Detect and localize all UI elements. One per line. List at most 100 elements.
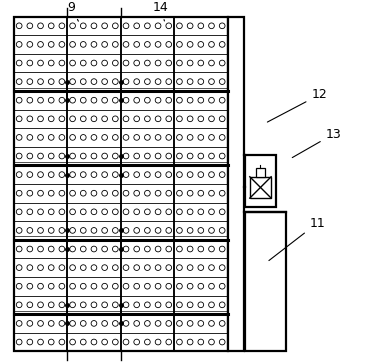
Circle shape [187, 228, 193, 233]
Circle shape [70, 23, 75, 29]
Circle shape [27, 302, 33, 308]
Circle shape [209, 228, 214, 233]
Circle shape [27, 339, 33, 345]
Circle shape [155, 153, 161, 159]
Circle shape [198, 190, 203, 196]
Circle shape [219, 135, 225, 140]
Circle shape [112, 97, 118, 103]
Bar [245, 212, 286, 351]
Circle shape [198, 60, 203, 66]
Circle shape [155, 283, 161, 289]
Circle shape [81, 265, 86, 270]
Circle shape [145, 135, 150, 140]
Circle shape [59, 209, 65, 215]
Circle shape [81, 246, 86, 252]
Circle shape [38, 209, 44, 215]
Circle shape [16, 42, 22, 47]
Circle shape [70, 339, 75, 345]
Circle shape [176, 228, 182, 233]
Circle shape [187, 97, 193, 103]
Circle shape [209, 116, 214, 122]
Circle shape [134, 321, 139, 326]
Circle shape [48, 172, 54, 177]
Circle shape [209, 209, 214, 215]
Circle shape [176, 97, 182, 103]
Circle shape [91, 339, 97, 345]
Circle shape [123, 321, 129, 326]
Circle shape [70, 42, 75, 47]
Circle shape [81, 209, 86, 215]
Circle shape [102, 60, 108, 66]
Circle shape [123, 339, 129, 345]
Circle shape [59, 190, 65, 196]
Circle shape [176, 172, 182, 177]
Circle shape [134, 97, 139, 103]
Bar [250, 177, 271, 198]
Circle shape [91, 97, 97, 103]
Circle shape [166, 79, 172, 84]
Circle shape [27, 190, 33, 196]
Circle shape [187, 339, 193, 345]
Circle shape [219, 79, 225, 84]
Circle shape [102, 42, 108, 47]
Circle shape [27, 97, 33, 103]
Circle shape [176, 283, 182, 289]
Circle shape [102, 135, 108, 140]
Circle shape [209, 265, 214, 270]
Circle shape [209, 135, 214, 140]
Circle shape [155, 228, 161, 233]
Circle shape [81, 79, 86, 84]
Circle shape [123, 116, 129, 122]
Circle shape [81, 23, 86, 29]
Circle shape [16, 135, 22, 140]
Circle shape [145, 60, 150, 66]
Circle shape [27, 153, 33, 159]
Circle shape [145, 209, 150, 215]
Circle shape [209, 302, 214, 308]
Circle shape [27, 42, 33, 47]
Circle shape [48, 153, 54, 159]
Circle shape [187, 79, 193, 84]
Circle shape [166, 246, 172, 252]
Circle shape [38, 97, 44, 103]
Circle shape [102, 339, 108, 345]
Circle shape [198, 79, 203, 84]
Circle shape [166, 97, 172, 103]
Circle shape [38, 23, 44, 29]
Circle shape [198, 23, 203, 29]
Circle shape [134, 79, 139, 84]
Circle shape [27, 116, 33, 122]
Circle shape [48, 321, 54, 326]
Circle shape [91, 209, 97, 215]
Circle shape [102, 172, 108, 177]
Circle shape [166, 283, 172, 289]
Bar [14, 17, 228, 351]
Circle shape [123, 60, 129, 66]
Circle shape [166, 23, 172, 29]
Circle shape [59, 135, 65, 140]
Text: 14: 14 [153, 1, 168, 21]
Circle shape [38, 190, 44, 196]
Circle shape [145, 228, 150, 233]
Bar [228, 17, 244, 351]
Circle shape [155, 97, 161, 103]
Circle shape [209, 60, 214, 66]
Circle shape [123, 228, 129, 233]
Circle shape [91, 135, 97, 140]
Circle shape [102, 283, 108, 289]
Circle shape [70, 79, 75, 84]
Circle shape [209, 321, 214, 326]
Circle shape [102, 116, 108, 122]
Circle shape [112, 321, 118, 326]
Circle shape [112, 135, 118, 140]
Circle shape [134, 42, 139, 47]
Circle shape [145, 153, 150, 159]
Circle shape [123, 135, 129, 140]
Circle shape [198, 172, 203, 177]
Circle shape [48, 116, 54, 122]
Circle shape [209, 339, 214, 345]
Circle shape [123, 97, 129, 103]
Circle shape [123, 23, 129, 29]
Circle shape [155, 42, 161, 47]
Circle shape [81, 302, 86, 308]
